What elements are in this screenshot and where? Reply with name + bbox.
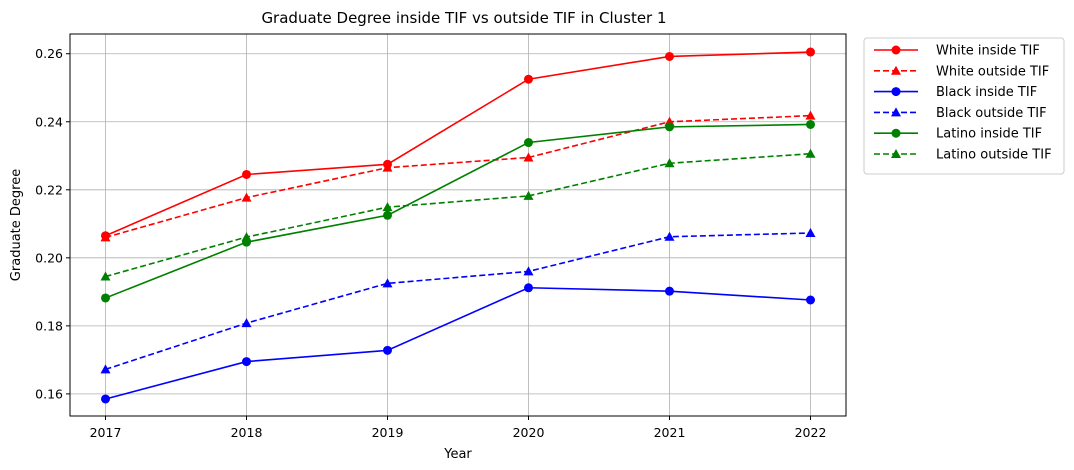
data-point (523, 266, 534, 276)
data-point (241, 232, 252, 242)
legend-label: Latino inside TIF (936, 127, 1042, 142)
y-tick-label: 0.20 (35, 250, 63, 265)
data-point (100, 364, 111, 374)
data-point (242, 169, 251, 179)
legend-marker (891, 45, 901, 55)
legend-item: Black outside TIF (874, 106, 1047, 121)
data-point (806, 47, 815, 57)
x-tick-label: 2022 (795, 425, 827, 440)
data-point (806, 295, 815, 305)
chart-title: Graduate Degree inside TIF vs outside TI… (261, 9, 666, 27)
series-line (105, 123, 811, 299)
data-point (382, 202, 393, 212)
x-tick-label: 2017 (90, 425, 122, 440)
series-line (105, 51, 811, 237)
data-point (664, 158, 675, 168)
series-line (105, 286, 811, 400)
data-point (523, 190, 534, 200)
legend-label: Latino outside TIF (936, 148, 1052, 163)
data-point (523, 152, 534, 162)
legend-label: White outside TIF (936, 64, 1049, 79)
series-line (105, 152, 811, 278)
x-tick-label: 2019 (372, 425, 404, 440)
legend-marker (891, 128, 901, 138)
x-tick-label: 2020 (513, 425, 545, 440)
series-white-outside-tif (100, 110, 816, 242)
y-axis-label: Graduate Degree (9, 169, 24, 281)
series-lines (100, 47, 816, 404)
data-point (524, 74, 533, 84)
data-point (100, 271, 111, 281)
data-point (524, 283, 533, 293)
data-point (805, 110, 816, 120)
legend-item: Black inside TIF (874, 85, 1037, 100)
data-point (100, 232, 111, 242)
data-point (383, 210, 392, 220)
data-point (241, 318, 252, 328)
data-point (664, 231, 675, 241)
legend-item: Latino inside TIF (874, 127, 1042, 142)
legend-box (863, 37, 1065, 175)
y-tick-label: 0.26 (35, 46, 63, 61)
series-latino-inside-tif (101, 119, 815, 303)
data-point (101, 293, 110, 303)
legend-marker (891, 107, 901, 117)
data-point (382, 278, 393, 288)
series-black-outside-tif (100, 227, 816, 374)
legend-item: White inside TIF (874, 44, 1040, 59)
data-point (806, 119, 815, 129)
legend: White inside TIF White outside TIF Black i… (863, 37, 1065, 175)
data-point (665, 122, 674, 132)
data-point (665, 51, 674, 61)
y-tick-label: 0.24 (35, 114, 63, 129)
y-tick-label: 0.18 (35, 318, 63, 333)
data-point (241, 192, 252, 202)
series-line (105, 232, 811, 371)
y-tick-label: 0.16 (35, 386, 63, 401)
series-latino-outside-tif (100, 148, 816, 281)
legend-label: Black inside TIF (936, 85, 1037, 100)
x-axis-label: Year (443, 447, 472, 462)
x-tick-label: 2021 (654, 425, 686, 440)
series-line (105, 114, 811, 239)
data-point (382, 162, 393, 172)
legend-label: Black outside TIF (936, 106, 1047, 121)
data-point (665, 286, 674, 296)
data-point (524, 138, 533, 148)
data-point (101, 394, 110, 404)
series-black-inside-tif (101, 283, 815, 404)
legend-item: White outside TIF (874, 64, 1049, 79)
axis-ticks: 2017 2018 2019 2020 2021 2022 0.16 0.18 0.20 0.22… (35, 46, 826, 440)
y-tick-label: 0.22 (35, 182, 63, 197)
legend-item: Latino outside TIF (874, 148, 1052, 163)
data-point (383, 345, 392, 355)
legend-marker (891, 65, 901, 75)
legend-marker (891, 149, 901, 158)
plot-frame (69, 33, 847, 417)
data-point (242, 357, 251, 367)
legend-marker (891, 87, 901, 97)
data-point (805, 148, 816, 158)
data-point (805, 227, 816, 237)
legend-label: White inside TIF (936, 44, 1040, 59)
x-tick-label: 2018 (231, 425, 263, 440)
